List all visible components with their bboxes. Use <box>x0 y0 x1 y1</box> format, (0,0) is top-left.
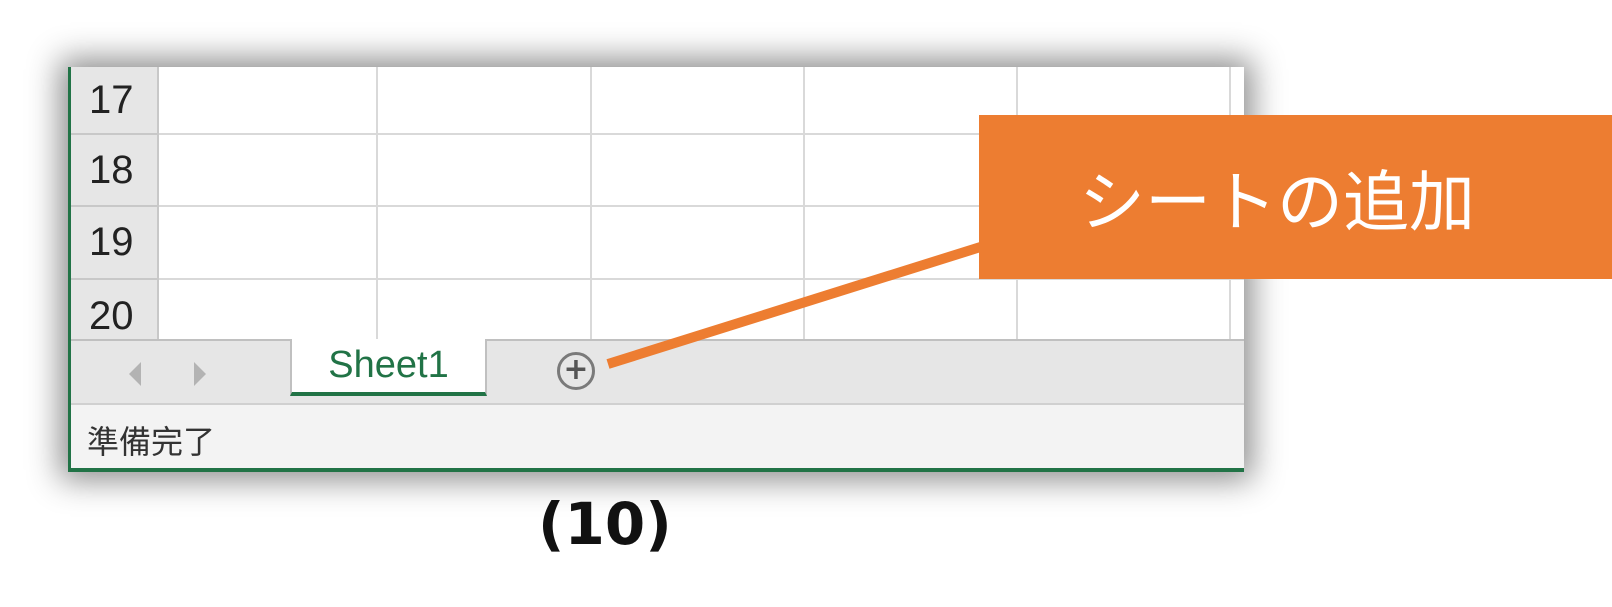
sheet-tab-bar: Sheet1 + <box>71 339 1244 403</box>
scroll-left-icon[interactable] <box>129 362 141 386</box>
column-divider <box>590 67 592 339</box>
sheet-tab-sheet1[interactable]: Sheet1 <box>290 339 487 396</box>
row-header[interactable]: 18 <box>71 135 159 207</box>
scroll-right-icon[interactable] <box>194 362 206 386</box>
column-divider <box>803 67 805 339</box>
status-bar: 準備完了 <box>71 403 1244 472</box>
row-header[interactable]: 19 <box>71 207 159 280</box>
plus-circle-icon[interactable]: + <box>557 352 595 390</box>
grid-row: 18 <box>71 135 1244 207</box>
figure-caption: (10) <box>538 490 672 558</box>
row-header[interactable]: 20 <box>71 280 159 339</box>
status-text: 準備完了 <box>87 423 216 461</box>
callout-box: シートの追加 <box>979 115 1612 279</box>
grid-row: 17 <box>71 67 1244 135</box>
row-cells[interactable] <box>159 280 1244 339</box>
row-cells[interactable] <box>159 67 1244 135</box>
row-cells[interactable] <box>159 135 1244 207</box>
spreadsheet-grid: 17 18 19 20 <box>71 67 1244 339</box>
row-header[interactable]: 17 <box>71 67 159 135</box>
column-divider <box>376 67 378 339</box>
callout-text: シートの追加 <box>1079 164 1475 241</box>
grid-row: 20 <box>71 280 1244 339</box>
